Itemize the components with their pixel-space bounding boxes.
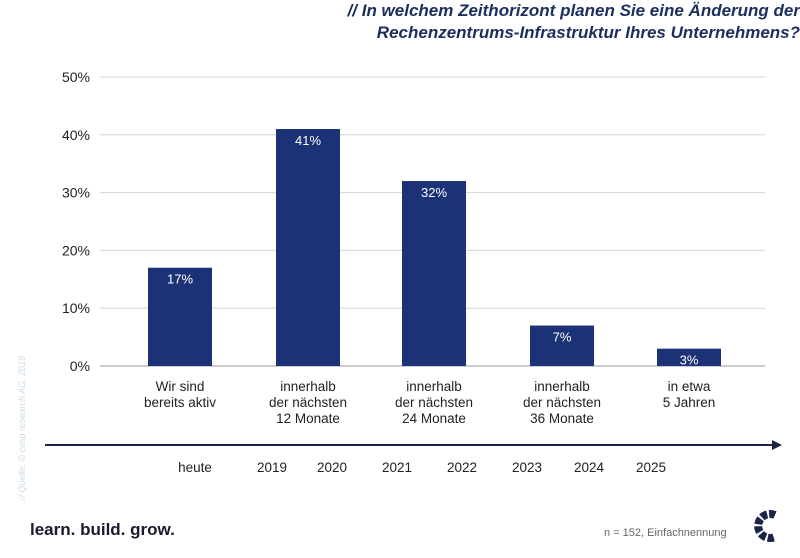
data-label: 41% (295, 133, 321, 148)
x-category-label: Wir sind (156, 379, 205, 394)
x-category-label: innerhalb (534, 379, 590, 394)
source-note: // Quelle: © crisp research AG, 2019 (17, 355, 27, 501)
data-label: 7% (553, 330, 572, 345)
timeline-label: 2019 (257, 460, 287, 475)
x-category-label: bereits aktiv (144, 395, 216, 410)
y-tick-label: 10% (62, 300, 90, 316)
data-label: 32% (421, 185, 447, 200)
bar (148, 267, 212, 366)
bar (530, 325, 594, 366)
data-label: 17% (167, 272, 193, 287)
title-line-2: Rechenzentrums-Infrastruktur Ihres Unter… (376, 23, 800, 42)
arrow-head-icon (772, 440, 782, 450)
y-tick-label: 30% (62, 185, 90, 201)
timeline-label: 2022 (447, 460, 477, 475)
y-tick-label: 0% (70, 358, 90, 374)
title-line-1: // In welchem Zeithorizont planen Sie ei… (347, 1, 800, 20)
timeline-label: heute (178, 460, 212, 475)
timeline-label: 2023 (512, 460, 542, 475)
bar (402, 181, 466, 366)
x-category-label: 5 Jahren (663, 395, 716, 410)
sample-note: n = 152, Einfachnennung (604, 527, 727, 539)
x-category-label: innerhalb (280, 379, 336, 394)
bar (276, 129, 340, 366)
y-tick-label: 20% (62, 242, 90, 258)
x-category-label: 12 Monate (276, 411, 340, 426)
x-category-label: 36 Monate (530, 411, 594, 426)
x-category-label: der nächsten (269, 395, 347, 410)
tagline: learn. build. grow. (30, 520, 175, 539)
x-category-label: der nächsten (395, 395, 473, 410)
x-category-label: 24 Monate (402, 411, 466, 426)
y-tick-label: 40% (62, 127, 90, 143)
x-category-label: der nächsten (523, 395, 601, 410)
y-tick-label: 50% (62, 69, 90, 85)
timeline-label: 2021 (382, 460, 412, 475)
timeline-label: 2025 (636, 460, 666, 475)
timeline-label: 2020 (317, 460, 347, 475)
data-label: 3% (680, 353, 699, 368)
timeline-label: 2024 (574, 460, 605, 475)
x-category-label: innerhalb (406, 379, 462, 394)
bar (657, 348, 721, 366)
x-category-label: in etwa (668, 379, 711, 394)
chart-title: // In welchem Zeithorizont planen Sie ei… (0, 0, 800, 44)
